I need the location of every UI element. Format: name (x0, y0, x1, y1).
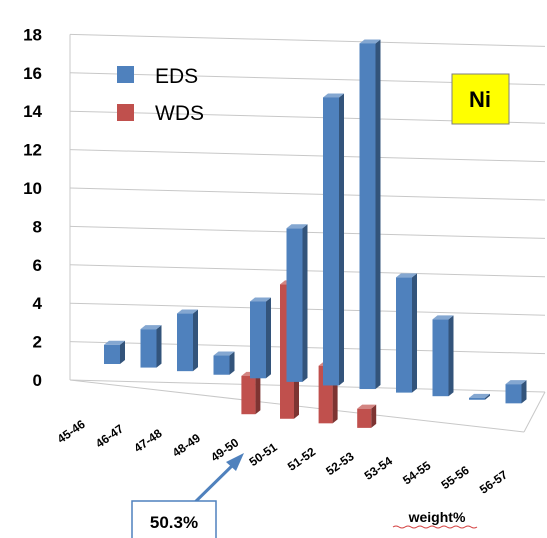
eds-bar-top (432, 315, 454, 320)
element-badge-label: Ni (469, 87, 491, 112)
x-tick-label: 51-52 (285, 444, 318, 473)
legend-label-eds: EDS (155, 65, 198, 88)
eds-bar-top (323, 93, 344, 98)
y-axis-ticks: 0 2 4 6 8 10 12 14 16 18 (23, 25, 42, 390)
eds-bar (177, 309, 198, 372)
eds-bar-side (412, 273, 417, 393)
eds-bar-front (432, 319, 449, 397)
eds-bar-top (140, 325, 162, 330)
eds-bar-front (359, 43, 376, 390)
y-tick-label: 18 (23, 25, 42, 44)
y-tick-label: 4 (33, 294, 43, 313)
y-tick-label: 6 (33, 256, 42, 275)
x-tick-label: 50-51 (247, 440, 280, 469)
x-tick-label: 48-49 (170, 431, 203, 460)
eds-bar-top (286, 224, 308, 229)
x-axis-title-underline (392, 525, 478, 529)
eds-bar (505, 380, 527, 404)
x-tick-label: 45-46 (55, 417, 88, 446)
annotation-box (131, 500, 217, 538)
x-tick-label: 47-48 (131, 426, 164, 455)
y-tick-label: 16 (23, 64, 42, 83)
eds-bar (286, 224, 308, 382)
eds-bar-side (193, 309, 198, 372)
eds-bar (323, 93, 344, 386)
annotation: 50.3% (131, 453, 244, 538)
x-axis-categories: 45-46 46-47 47-48 48-49 49-50 50-51 51-52 52-53… (55, 417, 511, 497)
element-badge: Ni (451, 73, 510, 125)
eds-bar-top (359, 39, 381, 44)
eds-bar-top (250, 297, 271, 302)
wds-bar-front (241, 375, 256, 415)
eds-bar (104, 340, 125, 364)
x-tick-label: 54-55 (400, 458, 433, 487)
eds-bar-side (521, 380, 527, 404)
legend-swatch-eds (117, 66, 134, 83)
y-tick-label: 0 (33, 371, 42, 390)
legend: EDS WDS (117, 65, 204, 125)
x-tick-label: 53-54 (362, 454, 395, 483)
gridline (69, 187, 546, 201)
eds-bar-front (286, 228, 303, 382)
eds-bar (396, 273, 417, 393)
eds-bar-side (375, 39, 381, 390)
y-tick-label: 2 (33, 333, 42, 352)
eds-bar-front (505, 384, 522, 404)
eds-bar-side (339, 93, 344, 386)
y-tick-label: 12 (23, 141, 42, 160)
eds-series (104, 39, 527, 404)
gridline (69, 149, 546, 163)
eds-bar-front (323, 97, 339, 386)
eds-bar (359, 39, 381, 390)
eds-bar-side (485, 393, 490, 400)
eds-bar-side (120, 340, 125, 364)
wds-bar-side (371, 404, 377, 428)
wds-bar-side (255, 371, 261, 415)
gridline (69, 33, 546, 47)
annotation-arrow-head (226, 453, 244, 471)
eds-bar (469, 393, 490, 400)
element-badge-box (451, 73, 510, 125)
y-tick-label: 8 (33, 217, 42, 236)
eds-bar-side (448, 315, 454, 397)
eds-bar-top (213, 351, 235, 356)
eds-bar-front (140, 329, 157, 368)
y-tick-label: 10 (23, 179, 42, 198)
legend-swatch-wds (117, 104, 134, 121)
wds-bar-front (357, 408, 372, 428)
eds-bar-top (505, 380, 527, 385)
eds-bar-side (156, 325, 162, 368)
gridline (69, 379, 546, 393)
x-tick-label: 52-53 (323, 449, 356, 478)
annotation-label: 50.3% (150, 513, 198, 532)
eds-bar-front (250, 301, 266, 379)
y-tick-label: 14 (23, 102, 42, 121)
eds-bar-front (396, 277, 412, 393)
wds-bar (357, 404, 377, 428)
eds-bar (432, 315, 454, 397)
legend-label-wds: WDS (155, 102, 204, 125)
eds-bar-front (177, 313, 193, 372)
eds-bar-side (229, 351, 235, 375)
x-tick-label: 46-47 (93, 421, 126, 450)
eds-bar-side (302, 224, 308, 382)
x-axis-title: weight% (408, 509, 466, 525)
eds-bar (250, 297, 271, 379)
eds-bar-front (104, 344, 120, 364)
eds-bar (213, 351, 235, 375)
eds-bar-front (469, 397, 485, 400)
eds-bar-top (104, 340, 125, 345)
eds-bar-side (266, 297, 271, 379)
wds-bar-top (357, 404, 377, 409)
eds-bar-top (177, 309, 198, 314)
floor-side-edge (523, 391, 546, 433)
x-tick-label: 55-56 (439, 463, 472, 492)
eds-bar-front (213, 355, 230, 375)
eds-bar-top (396, 273, 417, 278)
eds-bar-top (469, 393, 490, 398)
eds-bar (140, 325, 162, 368)
x-tick-label: 56-57 (477, 467, 510, 496)
